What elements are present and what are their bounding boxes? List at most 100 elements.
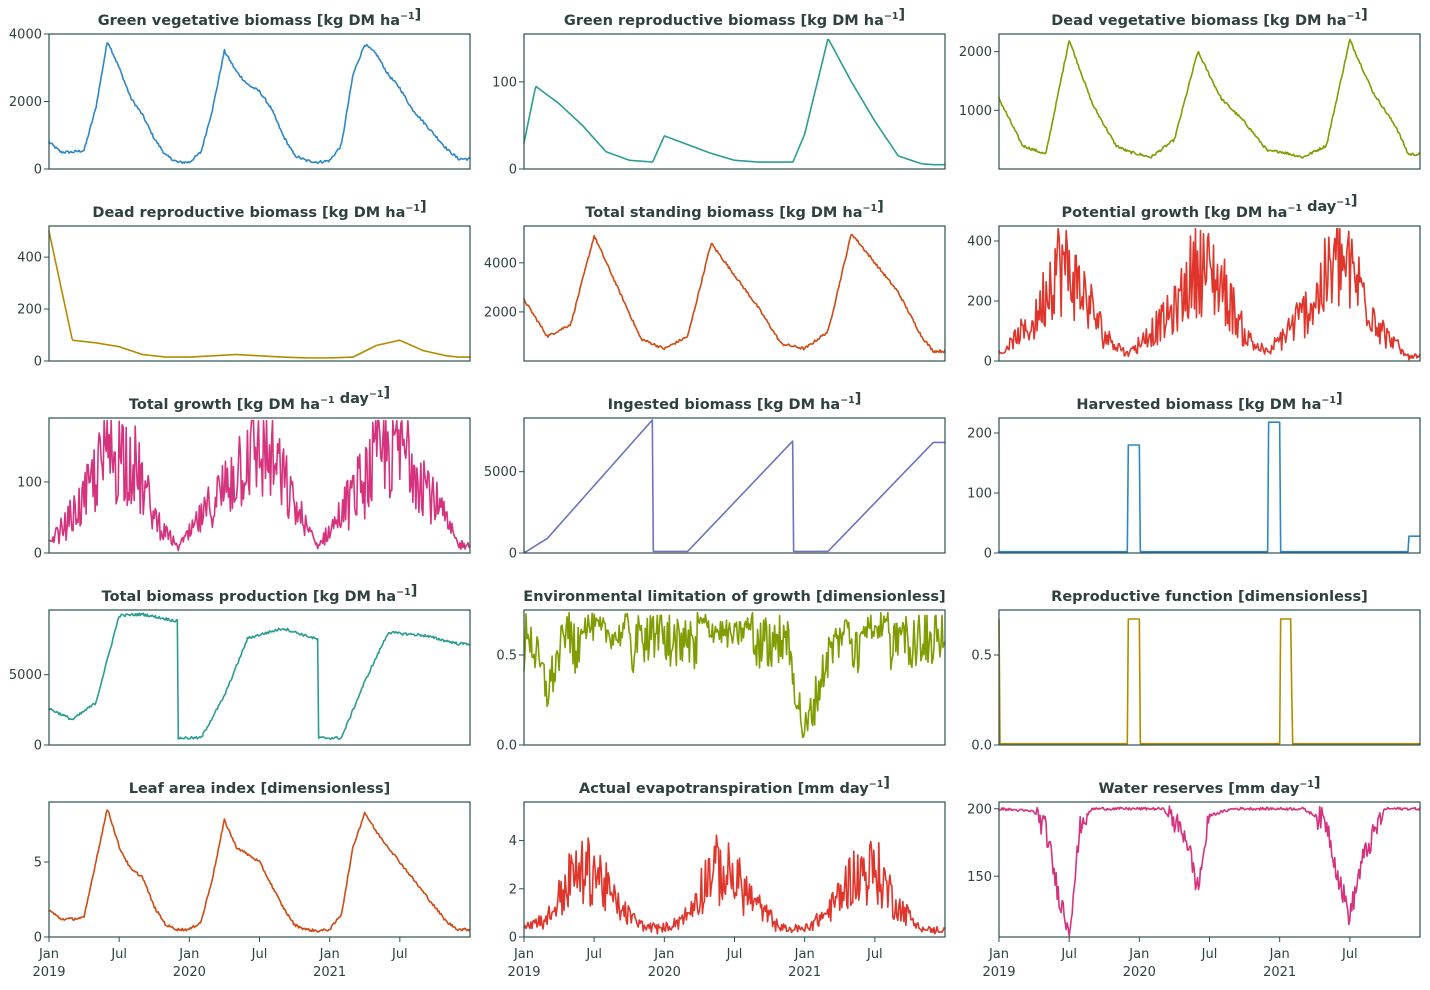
y-tick-label: 0	[509, 163, 517, 178]
chart-panel: Green vegetative biomass [kg DM ha−1] 0 20…	[9, 7, 471, 178]
plot-frame	[523, 609, 946, 746]
y-tick-label: 0	[34, 163, 42, 178]
series-line	[523, 419, 946, 553]
chart-panel: Ingested biomass [kg DM ha−1] 0 5000	[484, 391, 946, 562]
chart-title: Water reserves [mm day−1]	[1098, 775, 1320, 797]
y-tick-label: 0	[34, 931, 42, 946]
x-tick-label: Jan	[38, 947, 59, 962]
chart-title: Total biomass production [kg DM ha−1]	[102, 583, 418, 605]
y-tick-label: 0	[34, 355, 42, 370]
plot-frame	[998, 417, 1421, 554]
x-tick-label: Jan	[513, 947, 534, 962]
x-tick-label: Jan	[178, 947, 199, 962]
chart-panel: Green reproductive biomass [kg DM ha−1] 0…	[492, 7, 946, 178]
chart-panel: Reproductive function [dimensionless] 0.0…	[971, 589, 1421, 754]
y-tick-label: 4	[509, 834, 517, 849]
y-tick-label: 200	[967, 295, 992, 310]
x-year-label: 2020	[1123, 965, 1156, 980]
x-year-label: 2021	[313, 965, 346, 980]
plot-frame	[523, 417, 946, 554]
chart-title: Environmental limitation of growth [dime…	[523, 589, 945, 605]
y-tick-label: 0.5	[496, 649, 517, 664]
x-tick-label: Jul	[866, 947, 883, 962]
x-tick-label: Jan	[1128, 947, 1149, 962]
plot-frame	[998, 609, 1421, 746]
series-line	[998, 227, 1421, 361]
series-line	[523, 233, 946, 354]
chart-title: Leaf area index [dimensionless]	[129, 781, 391, 797]
y-tick-label: 2	[509, 882, 517, 897]
x-tick-label: Jul	[110, 947, 127, 962]
chart-title: Actual evapotranspiration [mm day−1]	[579, 775, 890, 797]
x-tick-label: Jul	[391, 947, 408, 962]
plot-frame	[523, 225, 946, 362]
series-line	[998, 618, 1421, 745]
y-tick-label: 200	[967, 802, 992, 817]
series-line	[523, 38, 946, 166]
plot-frame	[48, 417, 471, 554]
x-year-label: 2020	[648, 965, 681, 980]
y-tick-label: 4000	[484, 256, 517, 271]
chart-panel: Potential growth [kg DM ha−1 day−1] 0 200 4…	[967, 193, 1421, 370]
series-line	[48, 230, 471, 359]
y-tick-label: 0	[984, 547, 992, 562]
series-line	[998, 421, 1421, 553]
x-tick-label: Jul	[251, 947, 268, 962]
plot-frame	[523, 33, 946, 170]
chart-panel: Environmental limitation of growth [dime…	[496, 589, 945, 754]
series-line	[48, 42, 471, 165]
x-year-label: 2020	[173, 965, 206, 980]
series-line	[48, 612, 471, 741]
chart-title: Dead vegetative biomass [kg DM ha−1]	[1051, 7, 1368, 29]
plot-frame	[998, 225, 1421, 362]
plot-frame	[48, 609, 471, 746]
series-line	[998, 38, 1421, 159]
chart-title: Green reproductive biomass [kg DM ha−1]	[564, 7, 905, 29]
y-tick-label: 200	[17, 303, 42, 318]
chart-panel: Total growth [kg DM ha−1 day−1] 0 100	[17, 385, 471, 562]
y-tick-label: 2000	[484, 305, 517, 320]
x-tick-label: Jul	[1341, 947, 1358, 962]
chart-title: Total growth [kg DM ha−1 day−1]	[129, 385, 390, 413]
chart-title: Harvested biomass [kg DM ha−1]	[1076, 391, 1342, 413]
y-tick-label: 2000	[959, 45, 992, 60]
y-tick-label: 0	[509, 931, 517, 946]
chart-title: Potential growth [kg DM ha−1 day−1]	[1062, 193, 1358, 221]
y-tick-label: 400	[967, 235, 992, 250]
y-tick-label: 2000	[9, 95, 42, 110]
chart-panel: Harvested biomass [kg DM ha−1] 0 100 200	[967, 391, 1421, 562]
y-tick-label: 4000	[9, 28, 42, 43]
plot-frame	[998, 33, 1421, 170]
y-tick-label: 5000	[9, 668, 42, 683]
y-tick-label: 0	[509, 547, 517, 562]
chart-panel: Total biomass production [kg DM ha−1] 0 50…	[9, 583, 471, 754]
x-tick-label: Jan	[794, 947, 815, 962]
chart-title: Green vegetative biomass [kg DM ha−1]	[98, 7, 422, 29]
x-year-label: 2019	[507, 965, 540, 980]
plot-frame	[48, 33, 471, 170]
chart-title: Ingested biomass [kg DM ha−1]	[608, 391, 862, 413]
chart-title: Total standing biomass [kg DM ha−1]	[585, 199, 883, 221]
series-line	[523, 611, 946, 739]
y-tick-label: 0	[984, 355, 992, 370]
x-tick-label: Jul	[1060, 947, 1077, 962]
y-tick-label: 150	[967, 870, 992, 885]
plot-frame	[998, 801, 1421, 938]
x-tick-label: Jan	[319, 947, 340, 962]
x-tick-label: Jan	[653, 947, 674, 962]
series-line	[48, 419, 471, 552]
chart-panel: Total standing biomass [kg DM ha−1] 2000 4…	[484, 199, 946, 362]
y-tick-label: 100	[492, 75, 517, 90]
y-tick-label: 0	[34, 547, 42, 562]
y-tick-label: 400	[17, 251, 42, 266]
x-year-label: 2019	[32, 965, 65, 980]
chart-panel: Leaf area index [dimensionless] 0 5 Jan 2019…	[32, 781, 471, 980]
x-tick-label: Jul	[726, 947, 743, 962]
y-tick-label: 0.0	[971, 739, 992, 754]
series-line	[523, 834, 946, 935]
y-tick-label: 0.5	[971, 649, 992, 664]
y-tick-label: 200	[967, 427, 992, 442]
y-tick-label: 5000	[484, 465, 517, 480]
x-year-label: 2021	[788, 965, 821, 980]
y-tick-label: 1000	[959, 104, 992, 119]
